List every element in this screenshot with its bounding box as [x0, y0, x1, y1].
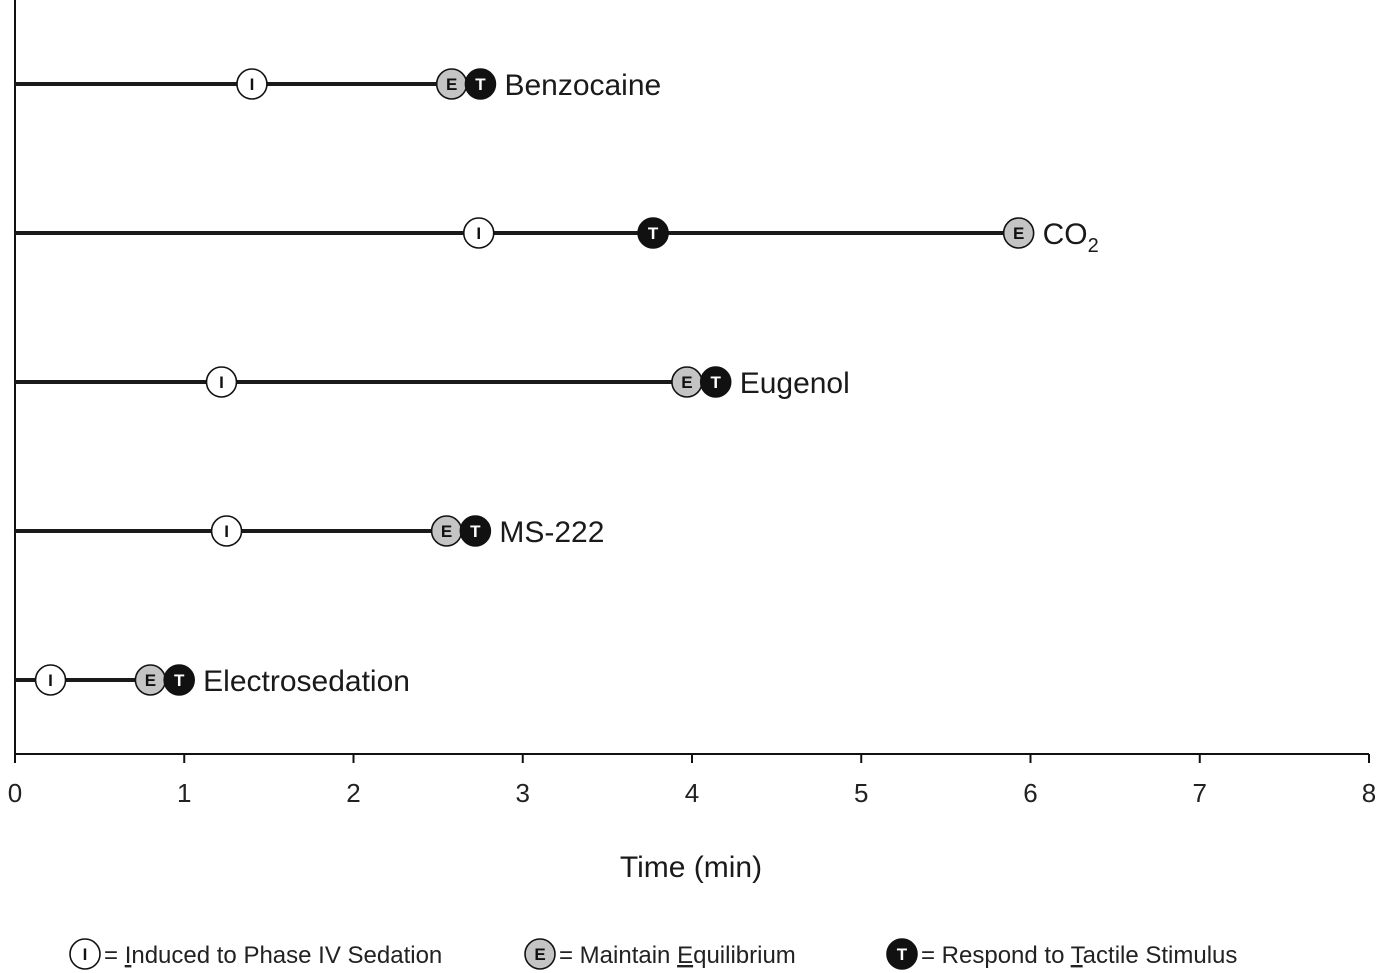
- legend-text-rest: nduced to Phase IV Sedation: [131, 942, 442, 969]
- marker-i-circle: [236, 68, 268, 100]
- legend-text-rest: quilibrium: [693, 942, 796, 969]
- legend-text-underlined: E: [677, 942, 693, 969]
- marker-i: I: [210, 515, 243, 547]
- legend-marker-e: E: [524, 938, 556, 970]
- marker-t-letter: T: [475, 75, 486, 94]
- legend-text-pre: = Maintain: [559, 942, 677, 969]
- marker-i-letter: I: [476, 224, 481, 243]
- marker-t: T: [637, 217, 669, 249]
- marker-e-letter: E: [1013, 224, 1024, 243]
- marker-e-letter: E: [441, 522, 452, 541]
- marker-t-letter: T: [710, 373, 721, 392]
- marker-t-circle: [464, 68, 497, 100]
- legend-marker-i: I: [69, 938, 101, 970]
- marker-i-letter: I: [224, 522, 229, 541]
- marker-e-letter: E: [446, 75, 457, 94]
- marker-i-letter: I: [250, 75, 255, 94]
- marker-t-letter: T: [648, 224, 659, 243]
- marker-t-circle: [163, 664, 195, 696]
- series-row: I E T Benzocaine: [15, 68, 661, 102]
- x-tick-label: 6: [1023, 778, 1037, 808]
- marker-i-letter: I: [48, 671, 53, 690]
- marker-e: E: [435, 68, 468, 100]
- marker-e: E: [430, 515, 463, 547]
- legend-text: = Maintain Equilibrium: [559, 942, 796, 969]
- marker-e-letter: E: [681, 373, 692, 392]
- marker-e: E: [671, 366, 703, 398]
- legend-text-rest: actile Stimulus: [1083, 942, 1238, 969]
- marker-t: T: [459, 515, 492, 547]
- legend-item: I = Induced to Phase IV Sedation: [69, 938, 442, 970]
- marker-i-circle: [34, 664, 67, 696]
- legend-text-pre: = Respond to: [921, 942, 1071, 969]
- series-row: I E T MS-222: [15, 515, 604, 549]
- marker-t-circle: [459, 515, 492, 547]
- legend-marker-t-letter: T: [897, 945, 908, 964]
- x-tick-label: 5: [854, 778, 868, 808]
- marker-i: I: [205, 366, 238, 398]
- x-tick-label: 7: [1193, 778, 1207, 808]
- marker-e-letter: E: [145, 671, 156, 690]
- marker-t: T: [464, 68, 497, 100]
- legend: I = Induced to Phase IV Sedation E = Main…: [69, 938, 1237, 970]
- marker-t-letter: T: [470, 522, 481, 541]
- series-row: I E T Electrosedation: [15, 664, 410, 698]
- legend-marker-e-circle: [524, 938, 556, 970]
- series-row: I E T Eugenol: [15, 366, 850, 400]
- marker-t-letter: T: [174, 671, 185, 690]
- marker-i: I: [462, 217, 495, 249]
- series-label: Electrosedation: [203, 665, 410, 698]
- legend-marker-i-letter: I: [83, 945, 88, 964]
- axes: 0 1 2 3 4 5 6 7 8: [8, 0, 1376, 808]
- series-row: I T E CO2: [15, 217, 1099, 257]
- series-label-subscript: 2: [1088, 235, 1099, 257]
- legend-marker-i-circle: [69, 938, 101, 970]
- legend-text-underlined: T: [1071, 942, 1086, 969]
- marker-e: E: [134, 664, 167, 696]
- x-tick-label: 8: [1362, 778, 1376, 808]
- marker-e-circle: [1002, 217, 1035, 249]
- marker-t-circle: [637, 217, 669, 249]
- series-label: Benzocaine: [504, 69, 661, 102]
- series-label: CO2: [1043, 218, 1099, 257]
- marker-i-letter: I: [219, 373, 224, 392]
- marker-i: I: [34, 664, 67, 696]
- legend-text: = Induced to Phase IV Sedation: [104, 942, 442, 969]
- marker-i: I: [236, 68, 268, 100]
- legend-item: T = Respond to Tactile Stimulus: [886, 938, 1237, 970]
- legend-text: = Respond to Tactile Stimulus: [921, 942, 1237, 969]
- marker-t: T: [699, 366, 732, 398]
- x-tick-label: 1: [177, 778, 191, 808]
- legend-item: E = Maintain Equilibrium: [524, 938, 796, 970]
- marker-i-circle: [205, 366, 238, 398]
- x-tick-label: 3: [516, 778, 530, 808]
- legend-text-underlined: I: [125, 942, 132, 969]
- legend-marker-t: T: [886, 938, 918, 970]
- legend-text-pre: =: [104, 942, 125, 969]
- x-tick-label: 2: [346, 778, 360, 808]
- marker-i-circle: [210, 515, 243, 547]
- x-axis-title: Time (min): [620, 851, 762, 884]
- series-label: Eugenol: [740, 367, 850, 400]
- x-tick-label: 0: [8, 778, 22, 808]
- series-label: MS-222: [499, 516, 604, 549]
- marker-t-circle: [699, 366, 732, 398]
- legend-marker-e-letter: E: [534, 945, 545, 964]
- marker-e: E: [1002, 217, 1035, 249]
- marker-t: T: [163, 664, 195, 696]
- marker-i-circle: [462, 217, 495, 249]
- legend-marker-t-circle: [886, 938, 918, 970]
- x-tick-label: 4: [685, 778, 699, 808]
